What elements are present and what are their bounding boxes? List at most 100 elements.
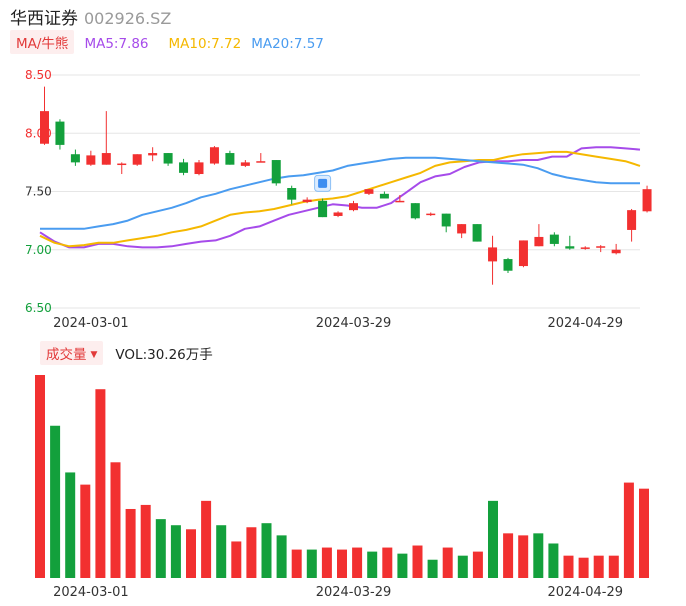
volume-bar [352,547,363,578]
candle [457,224,467,239]
candle-body [534,236,544,247]
volume-value: VOL:30.26万手 [115,347,213,363]
candle [503,257,513,274]
candlesticks [40,86,652,285]
volume-bar [246,527,257,578]
candle-body [395,200,405,203]
y-tick-label: 8.00 [25,126,52,140]
volume-bar [50,425,61,578]
volume-bar [65,472,76,578]
candle-body [256,161,266,163]
volume-bar [382,547,393,578]
candle-body [287,188,297,200]
stock-title: 华西证券 002926.SZ [10,4,171,29]
volume-bar [95,389,106,578]
candle [349,200,358,212]
volume-selector-label: 成交量 [46,347,87,363]
volume-bar [186,529,196,578]
candle-body [70,154,80,163]
ma-legend: MA/牛熊 MA5:7.86 MA10:7.72 MA20:7.57 [10,30,324,54]
volume-bar [337,549,347,578]
price-grid [30,74,640,309]
ma-lines [39,146,641,249]
volume-bar [110,462,121,578]
volume-bar [593,555,604,578]
candle [488,235,498,285]
volume-bar [170,525,181,578]
candle-body [271,160,281,184]
candle-body [179,162,189,173]
candle [209,146,219,165]
candle-body [457,224,467,234]
candle-body [426,213,436,216]
candle [287,185,297,205]
candle [240,160,250,168]
candle-body [209,147,219,164]
candle [101,111,111,165]
candle [549,232,559,247]
ma20-value: MA20:7.57 [251,36,324,52]
candle [55,119,65,150]
ma-indicator-selector[interactable]: MA/牛熊 [10,30,75,54]
volume-bar [140,504,151,578]
candle-body [101,153,111,165]
candle [70,149,80,166]
candle [333,211,343,218]
candle-body [549,234,559,244]
candle-body [410,203,420,219]
y-tick-label: 6.50 [25,301,52,315]
volume-bar [155,519,166,578]
candle-body [518,240,528,267]
candle [271,160,281,186]
candle [426,212,436,216]
x-tick-label: 2024-03-29 [316,585,392,600]
candle [256,153,266,163]
volume-bar [321,547,332,578]
volume-bar [518,535,529,578]
candle-body [40,111,49,144]
candle-body [55,121,65,145]
x-tick-label: 2024-03-29 [316,316,392,331]
volume-legend: 成交量 ▼ VOL:30.26万手 [40,341,213,365]
candle [379,191,389,199]
candle-body [225,153,235,165]
volume-bar [201,500,212,578]
candle-body [86,155,96,165]
candle [627,208,637,242]
candle [441,213,451,233]
candle [364,189,374,195]
candle [318,198,328,218]
event-marker[interactable] [314,174,332,192]
y-tick-label: 8.50 [25,68,52,82]
candle-body [472,224,482,242]
candle-body [611,249,621,254]
candle [472,224,482,242]
candle-body [364,189,374,194]
ma5-line [39,146,641,249]
volume-bar [472,551,483,578]
axis-labels: 8.508.007.507.006.502024-03-012024-03-01… [25,68,623,600]
candle [225,150,235,165]
candle-body [148,153,158,156]
candle [410,203,420,220]
candle-body [642,189,652,212]
volume-indicator-selector[interactable]: 成交量 ▼ [40,341,104,365]
volume-bar [216,525,227,578]
ma10-value: MA10:7.72 [168,36,242,52]
candle [580,246,590,250]
candle-body [163,153,173,164]
volume-bar [548,543,559,578]
volume-bar [261,523,272,578]
volume-bar [125,508,136,578]
candle-body [117,163,127,166]
x-tick-label: 2024-04-29 [547,585,623,600]
candle-body [194,162,204,175]
volume-bar [623,482,634,578]
candle [596,245,606,253]
candle-body [333,212,343,216]
volume-bar [397,553,408,578]
ma5-value: MA5:7.86 [84,36,149,52]
volume-bars [35,375,649,578]
ma10-line [39,150,641,248]
